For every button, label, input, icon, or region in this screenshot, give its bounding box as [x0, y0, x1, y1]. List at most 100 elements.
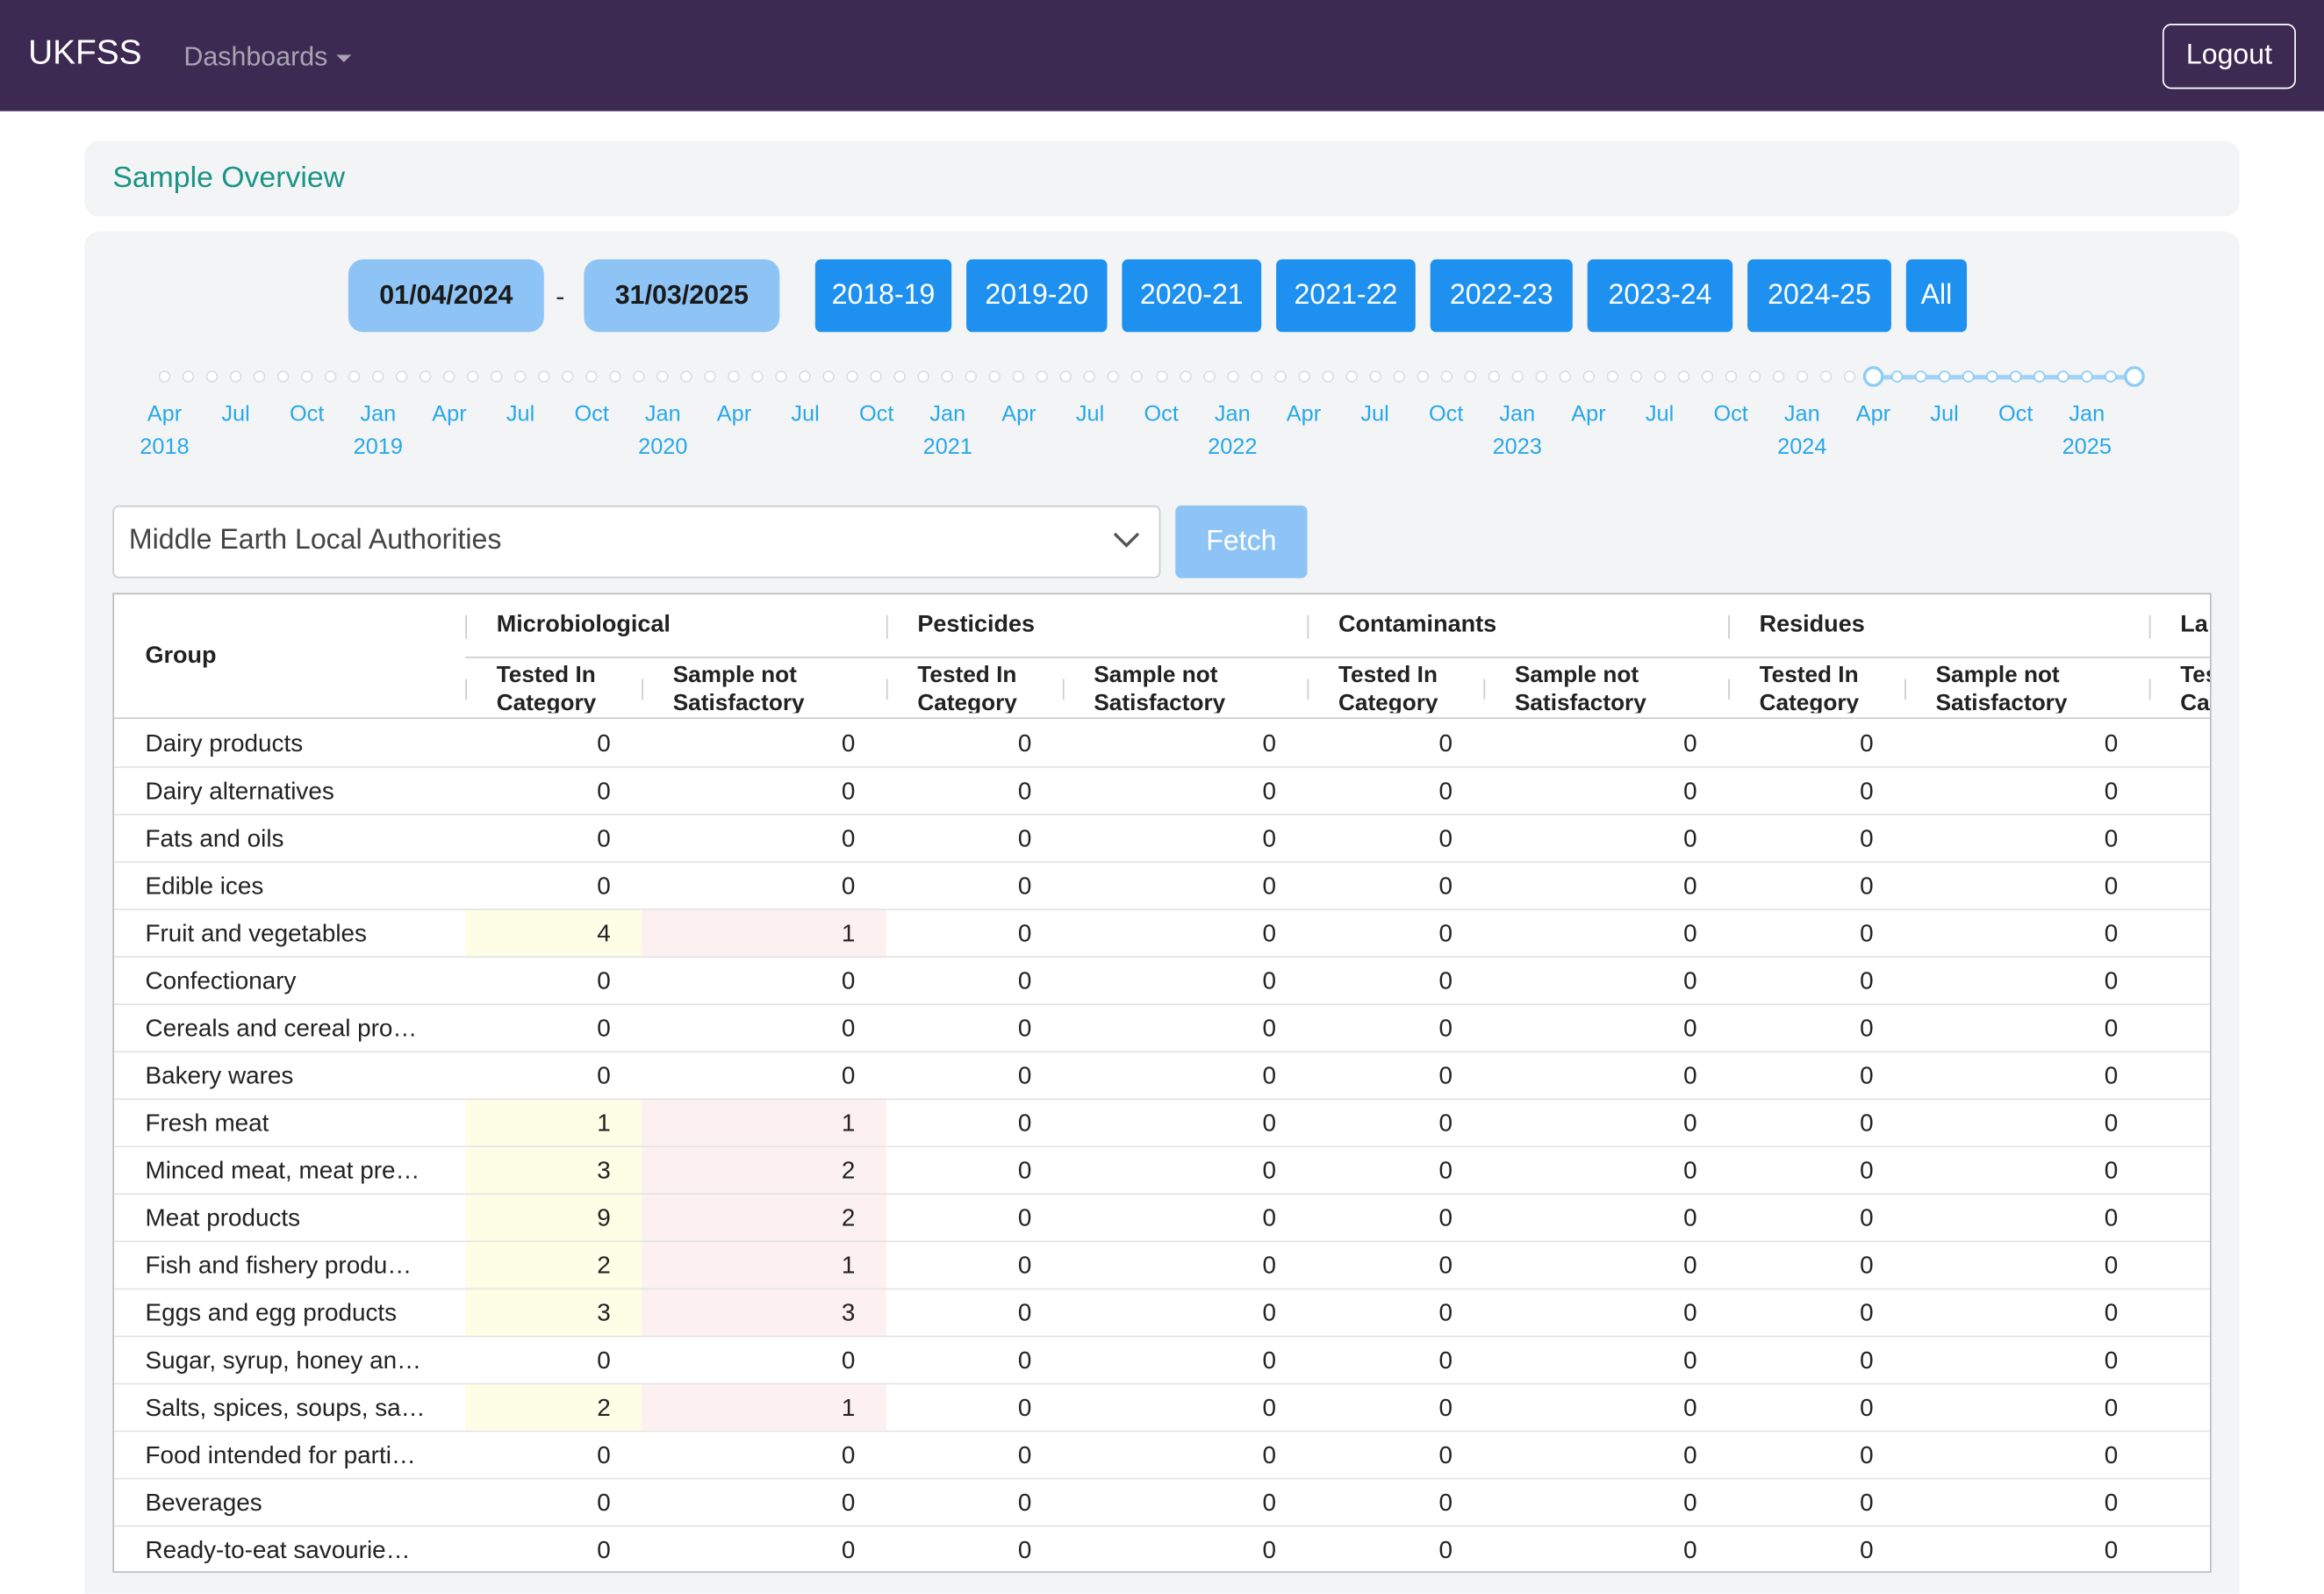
period-button[interactable]: 2023-24 — [1587, 259, 1733, 333]
period-button[interactable]: 2018-19 — [814, 259, 952, 333]
date-to[interactable]: 31/03/2025 — [584, 259, 780, 333]
fetch-button[interactable]: Fetch — [1175, 505, 1308, 578]
header-divider — [886, 679, 888, 700]
slider-dot — [609, 370, 621, 383]
slider-dot — [562, 370, 574, 383]
slider-dot — [1725, 370, 1737, 383]
value-cell: 0 — [1262, 1062, 1277, 1090]
header-divider — [1728, 614, 1730, 639]
timeline-month: Jul — [791, 401, 820, 427]
value-cell: 0 — [597, 1062, 611, 1090]
period-button[interactable]: 2020-21 — [1122, 259, 1262, 333]
timeline-month: Jul — [1075, 401, 1105, 427]
slider-dot — [1772, 370, 1784, 383]
row-border — [114, 861, 2211, 863]
sub-header: Tested In Category — [1759, 662, 1860, 714]
slider-handle[interactable] — [1862, 366, 1884, 387]
timeline-month: Jan — [2069, 401, 2105, 427]
value-cell: 0 — [597, 730, 611, 758]
value-cell: 0 — [1262, 730, 1277, 758]
period-button[interactable]: 2019-20 — [966, 259, 1108, 333]
value-cell: 0 — [1262, 1347, 1277, 1375]
authority-select[interactable]: Middle Earth Local Authorities — [112, 505, 1161, 578]
row-border — [114, 1382, 2211, 1385]
slider-handle[interactable] — [2124, 366, 2145, 387]
value-cell: 0 — [1860, 1395, 1874, 1422]
row-border — [114, 1193, 2211, 1196]
slider-dot — [1226, 370, 1239, 383]
slider-dot — [1060, 370, 1072, 383]
value-cell: 0 — [597, 1347, 611, 1375]
slider-dot — [1179, 370, 1191, 383]
slider-dot — [229, 370, 242, 383]
slider-dot — [751, 370, 764, 383]
logout-button[interactable]: Logout — [2162, 24, 2296, 90]
value-cell: 0 — [1860, 730, 1874, 758]
date-from[interactable]: 01/04/2024 — [348, 259, 544, 333]
slider-dot — [846, 370, 859, 383]
slider-dot — [893, 370, 907, 383]
timeline-month: Jul — [1930, 401, 1959, 427]
value-cell: 0 — [1860, 825, 1874, 853]
brand[interactable]: UKFSS — [28, 32, 142, 72]
value-cell: 0 — [1017, 1442, 1032, 1469]
period-button[interactable]: 2022-23 — [1430, 259, 1573, 333]
page-title: Sample Overview — [112, 162, 346, 195]
row-border — [114, 908, 2211, 910]
dashboards-menu[interactable]: Dashboards — [183, 41, 352, 72]
slider-dot — [1630, 370, 1642, 383]
slider-dot — [158, 370, 171, 383]
value-cell: 0 — [1683, 1395, 1697, 1422]
value-cell: 0 — [1860, 1157, 1874, 1185]
timeline-year: 2018 — [140, 434, 190, 460]
value-cell: 0 — [1683, 1062, 1697, 1090]
timeline-month: Jul — [1645, 401, 1675, 427]
value-cell: 0 — [1017, 1347, 1032, 1375]
slider-dot — [253, 370, 266, 383]
period-button[interactable]: 2024-25 — [1747, 259, 1891, 333]
value-cell: 0 — [1438, 1062, 1453, 1090]
row-border — [114, 1051, 2211, 1053]
value-cell: 0 — [2104, 1537, 2119, 1564]
value-cell: 0 — [1438, 730, 1453, 758]
value-cell: 0 — [1262, 778, 1277, 806]
slider-dot — [2009, 370, 2022, 383]
slider-dot — [1392, 370, 1405, 383]
slider-dot — [276, 370, 290, 383]
value-cell: 0 — [841, 1062, 856, 1090]
slider-dot — [728, 370, 741, 383]
value-cell: 0 — [1438, 920, 1453, 948]
timeline-month: Oct — [1998, 401, 2034, 427]
value-cell: 0 — [1860, 1300, 1874, 1327]
period-button[interactable]: All — [1905, 259, 1968, 333]
value-cell: 0 — [2104, 730, 2119, 758]
timeline-month: Oct — [574, 401, 609, 427]
value-cell: 0 — [1438, 1347, 1453, 1375]
timeline-month: Oct — [858, 401, 894, 427]
title-card — [84, 140, 2240, 217]
timeline-year: 2021 — [922, 434, 972, 460]
slider-dot — [514, 370, 527, 383]
value-cell: 0 — [1262, 920, 1277, 948]
slider-dot — [1535, 370, 1547, 383]
sub-header: Sample not Satisfactory — [1514, 662, 1646, 714]
value-cell: 0 — [1683, 730, 1697, 758]
value-cell: 0 — [1262, 1157, 1277, 1185]
slider-dot — [1677, 370, 1689, 383]
period-button[interactable]: 2021-22 — [1276, 259, 1416, 333]
slider-dot — [1653, 370, 1666, 383]
header-divider — [465, 614, 467, 639]
group-header: Contaminants — [1338, 612, 1497, 638]
group-name: Ready-to-eat savourie… — [145, 1537, 411, 1564]
header-divider — [886, 614, 888, 639]
value-cell: 0 — [2104, 967, 2119, 995]
slider-dot — [918, 370, 930, 383]
value-cell: 0 — [1438, 1204, 1453, 1232]
timeline-year: 2019 — [353, 434, 403, 460]
row-border — [114, 1240, 2211, 1243]
timeline-month: Oct — [1428, 401, 1464, 427]
value-cell: 3 — [642, 1289, 886, 1336]
row-border — [114, 1098, 2211, 1101]
value-cell: 0 — [1683, 1490, 1697, 1517]
value-cell: 0 — [1438, 1109, 1453, 1138]
